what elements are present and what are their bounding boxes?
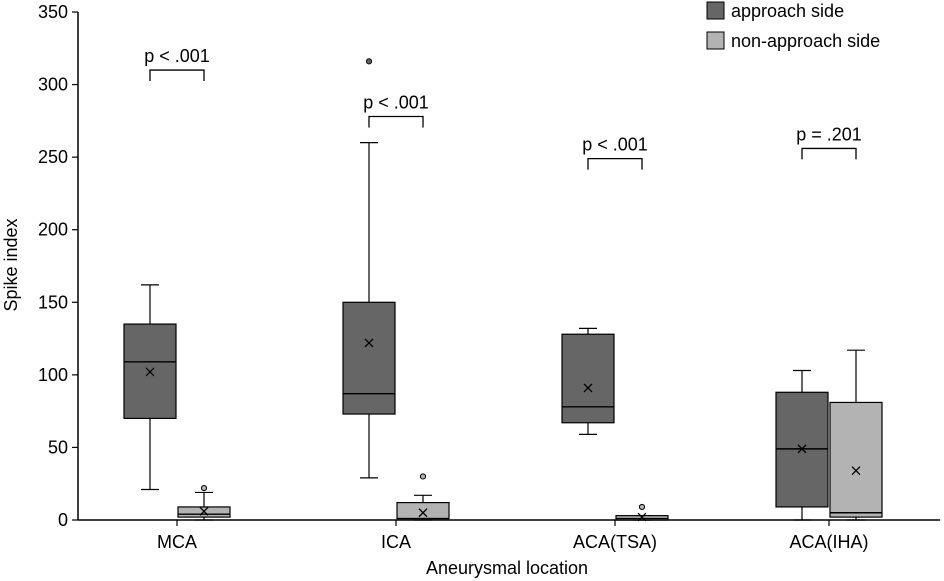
legend-swatch-approach (706, 1, 725, 20)
annotations: p < .001 p < .001 p < .001 p = .201 (144, 46, 862, 170)
outlier-point (200, 484, 208, 492)
y-tick-label: 0 (58, 510, 68, 530)
box-approach-ica (342, 58, 396, 479)
mean-marker (637, 512, 647, 522)
x-axis-label: Aneurysmal location (426, 558, 588, 578)
axes: 0 50 100 150 200 250 300 350 MCA ICA ACA(TSA) ACA(I… (38, 2, 940, 552)
significance-bracket (587, 157, 643, 170)
y-tick-label: 300 (38, 75, 68, 95)
y-tick-label: 250 (38, 147, 68, 167)
x-tick-label: ACA(TSA) (573, 532, 657, 552)
box-iqr (342, 301, 396, 415)
mean-marker (583, 383, 593, 393)
outlier-point (419, 473, 427, 480)
y-tick-label: 350 (38, 2, 68, 22)
legend-swatch-non-approach (706, 31, 725, 50)
x-tick-label: MCA (157, 532, 197, 552)
mean-marker (797, 444, 807, 454)
outlier-point (638, 503, 646, 511)
box-non-approach-mca (177, 484, 231, 521)
box-iqr (561, 333, 615, 424)
legend-label-non-approach: non-approach side (731, 31, 880, 51)
box-non-approach-ica (396, 473, 450, 521)
y-tick-label: 100 (38, 365, 68, 385)
y-tick-label: 50 (48, 437, 68, 457)
mean-marker (851, 466, 861, 476)
box-approach-acatsa (561, 327, 615, 435)
x-tick-label: ACA(IHA) (789, 532, 868, 552)
box-approach-mca (123, 284, 177, 491)
y-axis-label: Spike index (1, 218, 21, 311)
significance-bracket (149, 69, 205, 82)
p-value-label: p < .001 (582, 135, 648, 155)
p-value-annotation: p < .001 (144, 46, 210, 82)
significance-bracket (368, 115, 424, 128)
mean-marker (364, 338, 374, 348)
mean-marker (145, 367, 155, 377)
box-iqr (829, 401, 883, 518)
p-value-annotation: p < .001 (582, 135, 648, 170)
p-value-label: p < .001 (363, 93, 429, 113)
box-non-approach-acaiha (829, 349, 883, 521)
boxes (123, 58, 883, 522)
mean-marker (199, 506, 209, 516)
p-value-annotation: p = .201 (796, 124, 862, 160)
legend: approach side non-approach side (706, 1, 880, 51)
legend-label-approach: approach side (731, 1, 844, 21)
outlier-point (365, 58, 373, 65)
box-iqr (396, 501, 450, 520)
box-approach-acaiha (775, 369, 829, 521)
box-non-approach-acatsa (615, 503, 669, 522)
x-tick-label: ICA (381, 532, 411, 552)
y-tick-label: 150 (38, 292, 68, 312)
significance-bracket (801, 147, 857, 160)
y-tick-label: 200 (38, 220, 68, 240)
mean-marker (418, 508, 428, 518)
p-value-annotation: p < .001 (363, 93, 429, 128)
p-value-label: p < .001 (144, 46, 210, 66)
p-value-label: p = .201 (796, 124, 862, 144)
